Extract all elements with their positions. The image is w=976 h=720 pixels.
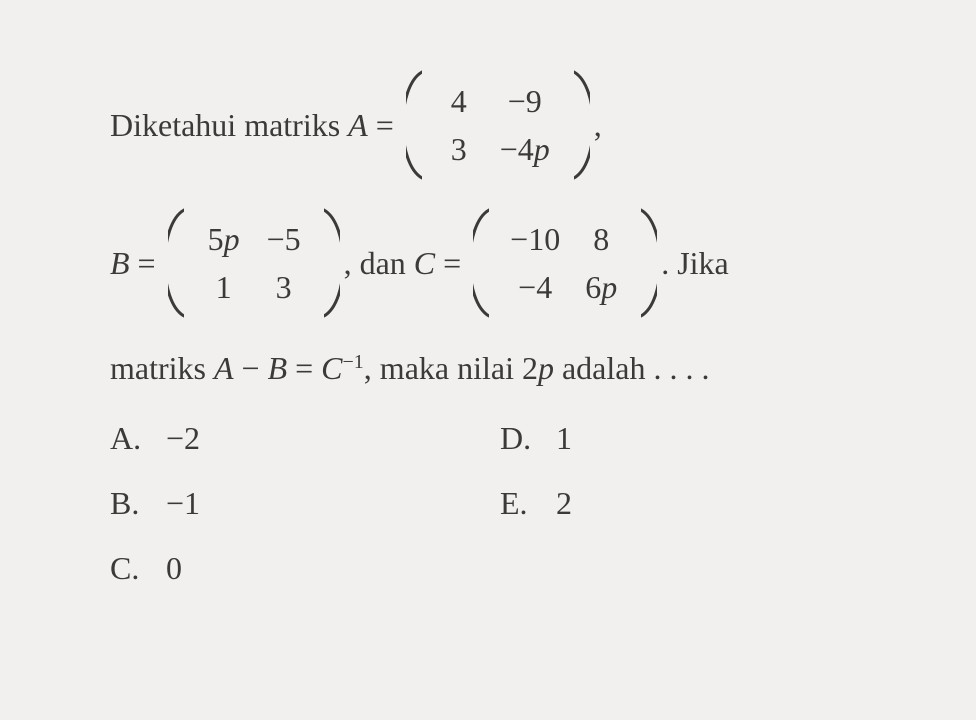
matrix-B: 5p−513 — [168, 208, 340, 318]
matrix-cell: −4 — [499, 263, 571, 311]
text-adalah: adalah . . . . — [554, 352, 710, 384]
option-B-value: −1 — [166, 485, 200, 522]
text-jika: . Jika — [661, 247, 729, 279]
option-E: E. 2 — [500, 485, 860, 522]
text-dan: , dan — [344, 247, 414, 279]
matrix-body: 5p−513 — [184, 209, 324, 317]
answer-options: A. −2 D. 1 B. −1 E. 2 C. 0 — [110, 420, 886, 587]
matrix-cell: −10 — [499, 215, 571, 263]
line-3: matriks A − B = C−1 , maka nilai 2p adal… — [110, 352, 886, 384]
matrix-cell: −9 — [486, 77, 564, 125]
comma-1: , — [594, 109, 602, 141]
right-paren-icon — [574, 70, 590, 180]
matrix-row: 13 — [194, 263, 314, 311]
right-paren-icon — [324, 208, 340, 318]
var-C: C — [414, 247, 435, 279]
option-D-label: D. — [500, 420, 556, 457]
matrix-cell: 3 — [254, 263, 314, 311]
matrix-cell: 8 — [571, 215, 631, 263]
matrix-cell: 4 — [432, 77, 486, 125]
eq-2: = — [130, 247, 164, 279]
option-E-label: E. — [500, 485, 556, 522]
option-B: B. −1 — [110, 485, 470, 522]
line-2: B = 5p−513 , dan C = −108−46p . Jika — [110, 208, 886, 318]
var-B: B — [110, 247, 130, 279]
matrix-cell: −5 — [254, 215, 314, 263]
matrix-cell: 6p — [571, 263, 631, 311]
matrix-row: −46p — [499, 263, 631, 311]
matrix-row: 4−9 — [432, 77, 564, 125]
option-B-label: B. — [110, 485, 166, 522]
var-p: p — [538, 352, 554, 384]
var-A-2: A — [214, 352, 234, 384]
left-paren-icon — [168, 208, 184, 318]
right-paren-icon — [641, 208, 657, 318]
option-E-value: 2 — [556, 485, 572, 522]
text-diketahui: Diketahui matriks — [110, 109, 348, 141]
option-A-value: −2 — [166, 420, 200, 457]
eq-4: = — [287, 352, 321, 384]
matrix-cell: 5p — [194, 215, 254, 263]
matrix-cell: −4p — [486, 125, 564, 173]
option-D-value: 1 — [556, 420, 572, 457]
option-D: D. 1 — [500, 420, 860, 457]
matrix-row: 5p−5 — [194, 215, 314, 263]
option-A-label: A. — [110, 420, 166, 457]
c-inverse-sup: −1 — [343, 352, 364, 372]
matrix-A: 4−93−4p — [406, 70, 590, 180]
matrix-cell: 1 — [194, 263, 254, 311]
matrix-C: −108−46p — [473, 208, 657, 318]
option-A: A. −2 — [110, 420, 470, 457]
text-maka: , maka nilai 2 — [364, 352, 538, 384]
matrix-row: −108 — [499, 215, 631, 263]
text-matriks: matriks — [110, 352, 214, 384]
eq-3: = — [435, 247, 469, 279]
matrix-row: 3−4p — [432, 125, 564, 173]
option-C-label: C. — [110, 550, 166, 587]
minus: − — [234, 352, 268, 384]
eq-1: = — [368, 109, 402, 141]
matrix-body: −108−46p — [489, 209, 641, 317]
line-1: Diketahui matriks A = 4−93−4p , — [110, 70, 886, 180]
var-C-2: C — [321, 352, 342, 384]
var-A: A — [348, 109, 368, 141]
left-paren-icon — [406, 70, 422, 180]
left-paren-icon — [473, 208, 489, 318]
option-C: C. 0 — [110, 550, 470, 587]
var-B-2: B — [268, 352, 288, 384]
problem-page: Diketahui matriks A = 4−93−4p , B = 5p−5… — [0, 0, 976, 720]
matrix-cell: 3 — [432, 125, 486, 173]
option-C-value: 0 — [166, 550, 182, 587]
matrix-body: 4−93−4p — [422, 71, 574, 179]
